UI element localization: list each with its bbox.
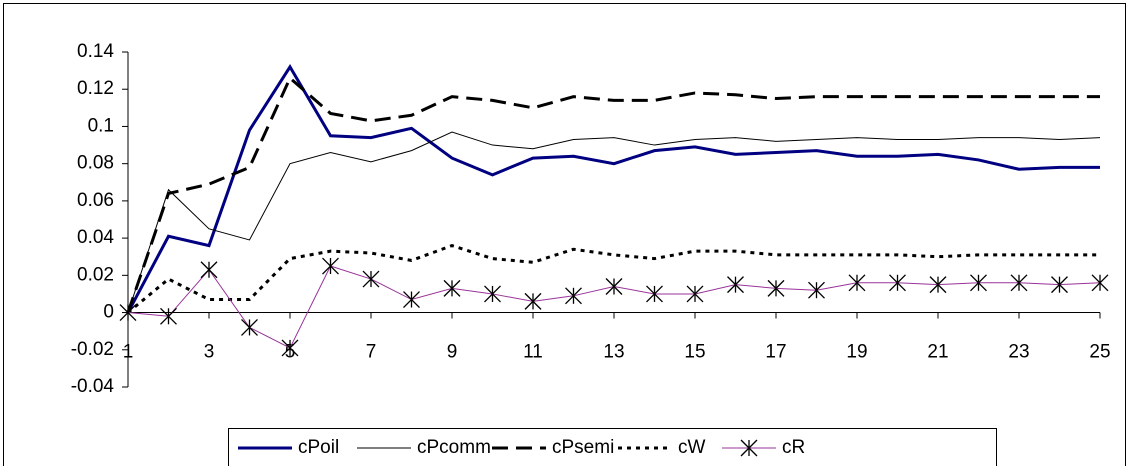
data-marker bbox=[970, 274, 987, 292]
data-marker bbox=[686, 285, 704, 303]
legend-box bbox=[228, 428, 997, 466]
x-tick-label: 1 bbox=[123, 342, 134, 363]
x-tick-label: 17 bbox=[765, 342, 786, 363]
data-marker bbox=[1010, 274, 1028, 292]
data-marker bbox=[565, 287, 582, 305]
data-marker bbox=[808, 281, 825, 299]
y-tick-label: 0.08 bbox=[77, 153, 114, 174]
data-marker bbox=[889, 274, 906, 292]
data-marker bbox=[646, 285, 663, 303]
x-tick-label: 11 bbox=[523, 342, 543, 363]
legend-label: cPoil bbox=[298, 437, 339, 458]
data-marker bbox=[241, 318, 258, 336]
y-tick-label: 0 bbox=[103, 302, 114, 323]
y-tick-label: 0.1 bbox=[88, 115, 114, 136]
x-tick-label: 9 bbox=[447, 342, 458, 363]
data-marker bbox=[727, 276, 744, 294]
y-tick-label: -0.02 bbox=[71, 339, 114, 360]
data-marker bbox=[160, 307, 177, 325]
data-marker bbox=[362, 270, 380, 288]
data-marker bbox=[322, 257, 339, 275]
data-marker bbox=[605, 278, 623, 295]
y-tick-label: 0.12 bbox=[77, 78, 114, 99]
legend-label: cPcomm bbox=[417, 437, 491, 458]
data-marker bbox=[1091, 274, 1109, 292]
y-tick-label: 0.14 bbox=[77, 41, 114, 62]
y-tick-label: 0.04 bbox=[77, 227, 114, 248]
legend-label: cW bbox=[678, 437, 706, 458]
data-marker bbox=[200, 261, 218, 279]
series-line bbox=[126, 64, 1100, 314]
chart-border bbox=[3, 3, 1126, 466]
legend-label: cR bbox=[782, 437, 805, 458]
x-tick-label: 13 bbox=[603, 342, 624, 363]
x-tick-label: 25 bbox=[1089, 342, 1110, 363]
data-marker bbox=[281, 339, 299, 357]
data-marker bbox=[443, 279, 461, 297]
y-tick-label: -0.04 bbox=[71, 376, 115, 397]
series-line bbox=[126, 75, 1100, 314]
data-marker bbox=[1051, 276, 1068, 294]
series-line bbox=[127, 265, 1101, 349]
data-marker bbox=[403, 291, 420, 308]
x-tick-label: 19 bbox=[846, 342, 867, 363]
x-tick-label: 3 bbox=[204, 342, 215, 363]
y-tick-label: 0.02 bbox=[77, 264, 114, 285]
x-tick-label: 15 bbox=[684, 342, 705, 363]
legend-marker bbox=[740, 439, 758, 457]
data-marker bbox=[767, 279, 785, 297]
x-tick-label: 21 bbox=[927, 342, 948, 363]
data-marker bbox=[524, 292, 542, 310]
series-line bbox=[127, 131, 1101, 313]
x-tick-label: 23 bbox=[1008, 342, 1029, 363]
data-marker bbox=[848, 274, 866, 292]
data-marker bbox=[484, 285, 501, 303]
x-tick-label: 7 bbox=[366, 342, 377, 363]
y-tick-label: 0.06 bbox=[77, 190, 114, 211]
data-marker bbox=[119, 304, 137, 322]
legend-label: cPsemi bbox=[552, 437, 614, 458]
data-marker bbox=[929, 276, 947, 294]
